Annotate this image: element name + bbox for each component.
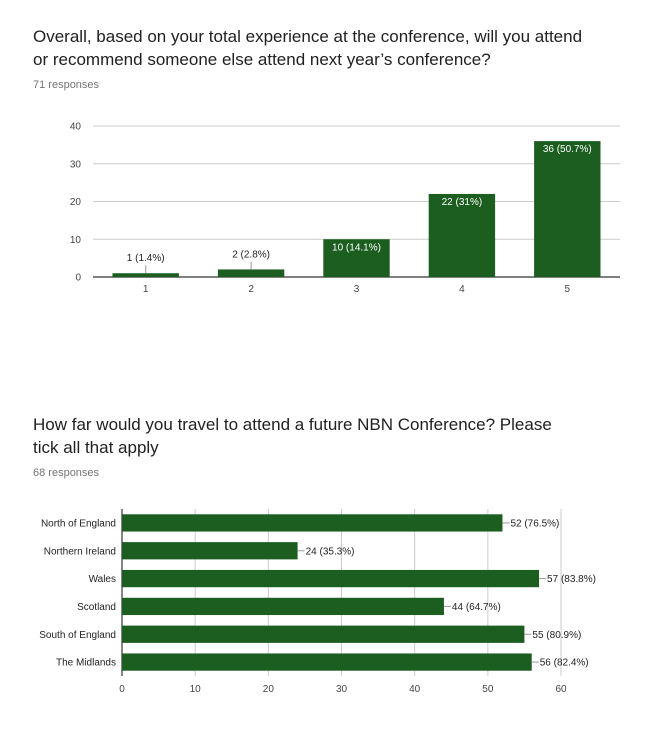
data-label: 55 (80.9%) xyxy=(532,630,581,641)
x-tick-label: 0 xyxy=(119,684,125,695)
chart-1-y-tick-labels: 0 10 20 30 40 xyxy=(70,122,82,284)
question-1-title-line-2: or recommend someone else attend next ye… xyxy=(33,50,491,69)
data-label: 44 (64.7%) xyxy=(452,602,501,613)
x-tick-label: 30 xyxy=(336,684,348,695)
chart-1-x-tick-labels: 1 2 3 4 5 xyxy=(143,284,571,295)
data-label: 22 (31%) xyxy=(442,197,483,208)
question-1-bar-chart: 0 10 20 30 40 1 (1.4%) 2 (2.8%) 10 (14.1%) 22 (… xyxy=(70,122,620,295)
chart-1-data-labels: 1 (1.4%) 2 (2.8%) 10 (14.1%) 22 (31%) 36 (50… xyxy=(127,144,592,274)
data-label: 57 (83.8%) xyxy=(547,574,596,585)
x-tick-label: 4 xyxy=(459,284,465,295)
data-label: 10 (14.1%) xyxy=(332,242,381,253)
bar-south-of-england xyxy=(122,625,525,643)
bar-wales xyxy=(122,569,540,588)
bar-the-midlands xyxy=(122,653,532,671)
data-label: 52 (76.5%) xyxy=(510,518,559,529)
chart-2-data-labels: 52 (76.5%) 24 (35.3%) 57 (83.8%) 44 (64.7%)… xyxy=(297,518,596,669)
question-2-title: How far would you travel to attend a fut… xyxy=(33,413,593,459)
category-label: Scotland xyxy=(77,602,116,613)
category-label: South of England xyxy=(39,630,116,641)
data-label: 1 (1.4%) xyxy=(127,253,165,264)
x-tick-label: 10 xyxy=(190,684,202,695)
category-label: North of England xyxy=(41,518,116,529)
bar-scotland xyxy=(122,597,444,616)
data-label: 24 (35.3%) xyxy=(306,546,355,557)
bar-northern-ireland xyxy=(122,542,298,560)
question-1-title: Overall, based on your total experience … xyxy=(33,25,593,71)
chart-2-gridlines xyxy=(121,509,562,676)
question-1-title-line-1: Overall, based on your total experience … xyxy=(33,27,583,46)
x-tick-label: 5 xyxy=(565,284,571,295)
bar-north-of-england xyxy=(122,514,503,532)
question-2-title-line-2: tick all that apply xyxy=(33,438,159,457)
y-tick-label: 20 xyxy=(70,197,82,208)
y-tick-label: 40 xyxy=(70,122,82,133)
category-label: Wales xyxy=(89,574,116,585)
bar-5 xyxy=(534,141,601,277)
y-tick-label: 0 xyxy=(75,273,81,284)
bar-1 xyxy=(112,273,179,277)
chart-1-bars xyxy=(112,141,601,277)
bar-2 xyxy=(217,269,285,277)
category-label: Northern Ireland xyxy=(44,546,116,557)
chart-2-category-labels: North of England Northern Ireland Wales Sco… xyxy=(39,518,116,668)
x-tick-label: 50 xyxy=(482,684,494,695)
y-tick-label: 30 xyxy=(70,159,82,170)
chart-2-bars xyxy=(122,514,540,671)
question-1-response-count: 71 responses xyxy=(33,79,100,91)
question-2-title-line-1: How far would you travel to attend a fut… xyxy=(33,415,552,434)
x-tick-label: 3 xyxy=(354,284,360,295)
x-tick-label: 60 xyxy=(555,684,567,695)
bar-3 xyxy=(323,239,390,277)
data-label: 36 (50.7%) xyxy=(543,144,592,155)
category-label: The Midlands xyxy=(56,658,116,669)
data-label: 2 (2.8%) xyxy=(232,249,270,260)
y-tick-label: 10 xyxy=(70,235,82,246)
bar-4 xyxy=(428,193,496,277)
data-label: 56 (82.4%) xyxy=(540,658,589,669)
chart-2-x-tick-labels: 0 10 20 30 40 50 60 xyxy=(119,684,567,695)
question-2-bar-chart: North of England Northern Ireland Wales Sco… xyxy=(39,509,596,695)
x-tick-label: 2 xyxy=(248,284,254,295)
x-tick-label: 20 xyxy=(263,684,275,695)
x-tick-label: 1 xyxy=(143,284,149,295)
question-2-response-count: 68 responses xyxy=(33,467,100,479)
x-tick-label: 40 xyxy=(409,684,421,695)
